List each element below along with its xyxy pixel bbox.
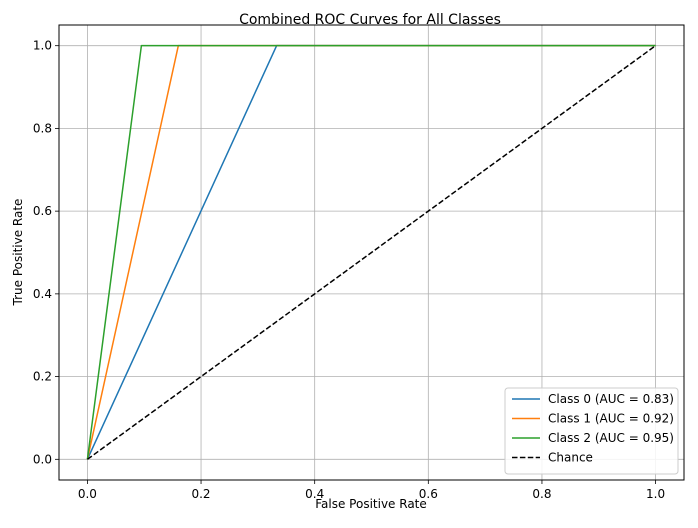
series-line-3 [86, 45, 657, 460]
y-tick-label: 0.8 [33, 121, 52, 135]
x-tick-label: 0.6 [419, 487, 438, 501]
x-axis-title: False Positive Rate [315, 497, 427, 511]
x-tick-label: 0.0 [78, 487, 97, 501]
y-tick-label: 1.0 [33, 39, 52, 53]
y-tick-label: 0.6 [33, 204, 52, 218]
plot-frame [58, 24, 685, 481]
legend: Class 0 (AUC = 0.83) Class 1 (AUC = 0.92)… [504, 387, 679, 475]
axis-ticks: 0.0 0.2 0.4 0.6 0.8 1.0 0.0 0.2 0.4 0.6 0.8 1.0 [33, 39, 665, 501]
x-tick-label: 0.8 [532, 487, 551, 501]
y-tick-label: 0.4 [33, 287, 52, 301]
y-tick-label: 0.2 [33, 370, 52, 384]
y-axis-title: True Positive Rate [11, 199, 25, 307]
legend-label-0: Class 0 (AUC = 0.83) [548, 392, 674, 406]
y-tick-label: 0.0 [33, 452, 52, 466]
legend-box [504, 387, 679, 475]
legend-label-2: Class 2 (AUC = 0.95) [548, 431, 674, 445]
series-lines [86, 44, 657, 460]
x-tick-label: 0.2 [191, 487, 210, 501]
series-line-2 [86, 44, 656, 460]
legend-label-3: Chance [548, 451, 593, 465]
legend-label-1: Class 1 (AUC = 0.92) [548, 412, 674, 426]
x-tick-label: 1.0 [646, 487, 665, 501]
chart-title: Combined ROC Curves for All Classes [239, 12, 501, 28]
x-tick-label: 0.4 [305, 487, 324, 501]
